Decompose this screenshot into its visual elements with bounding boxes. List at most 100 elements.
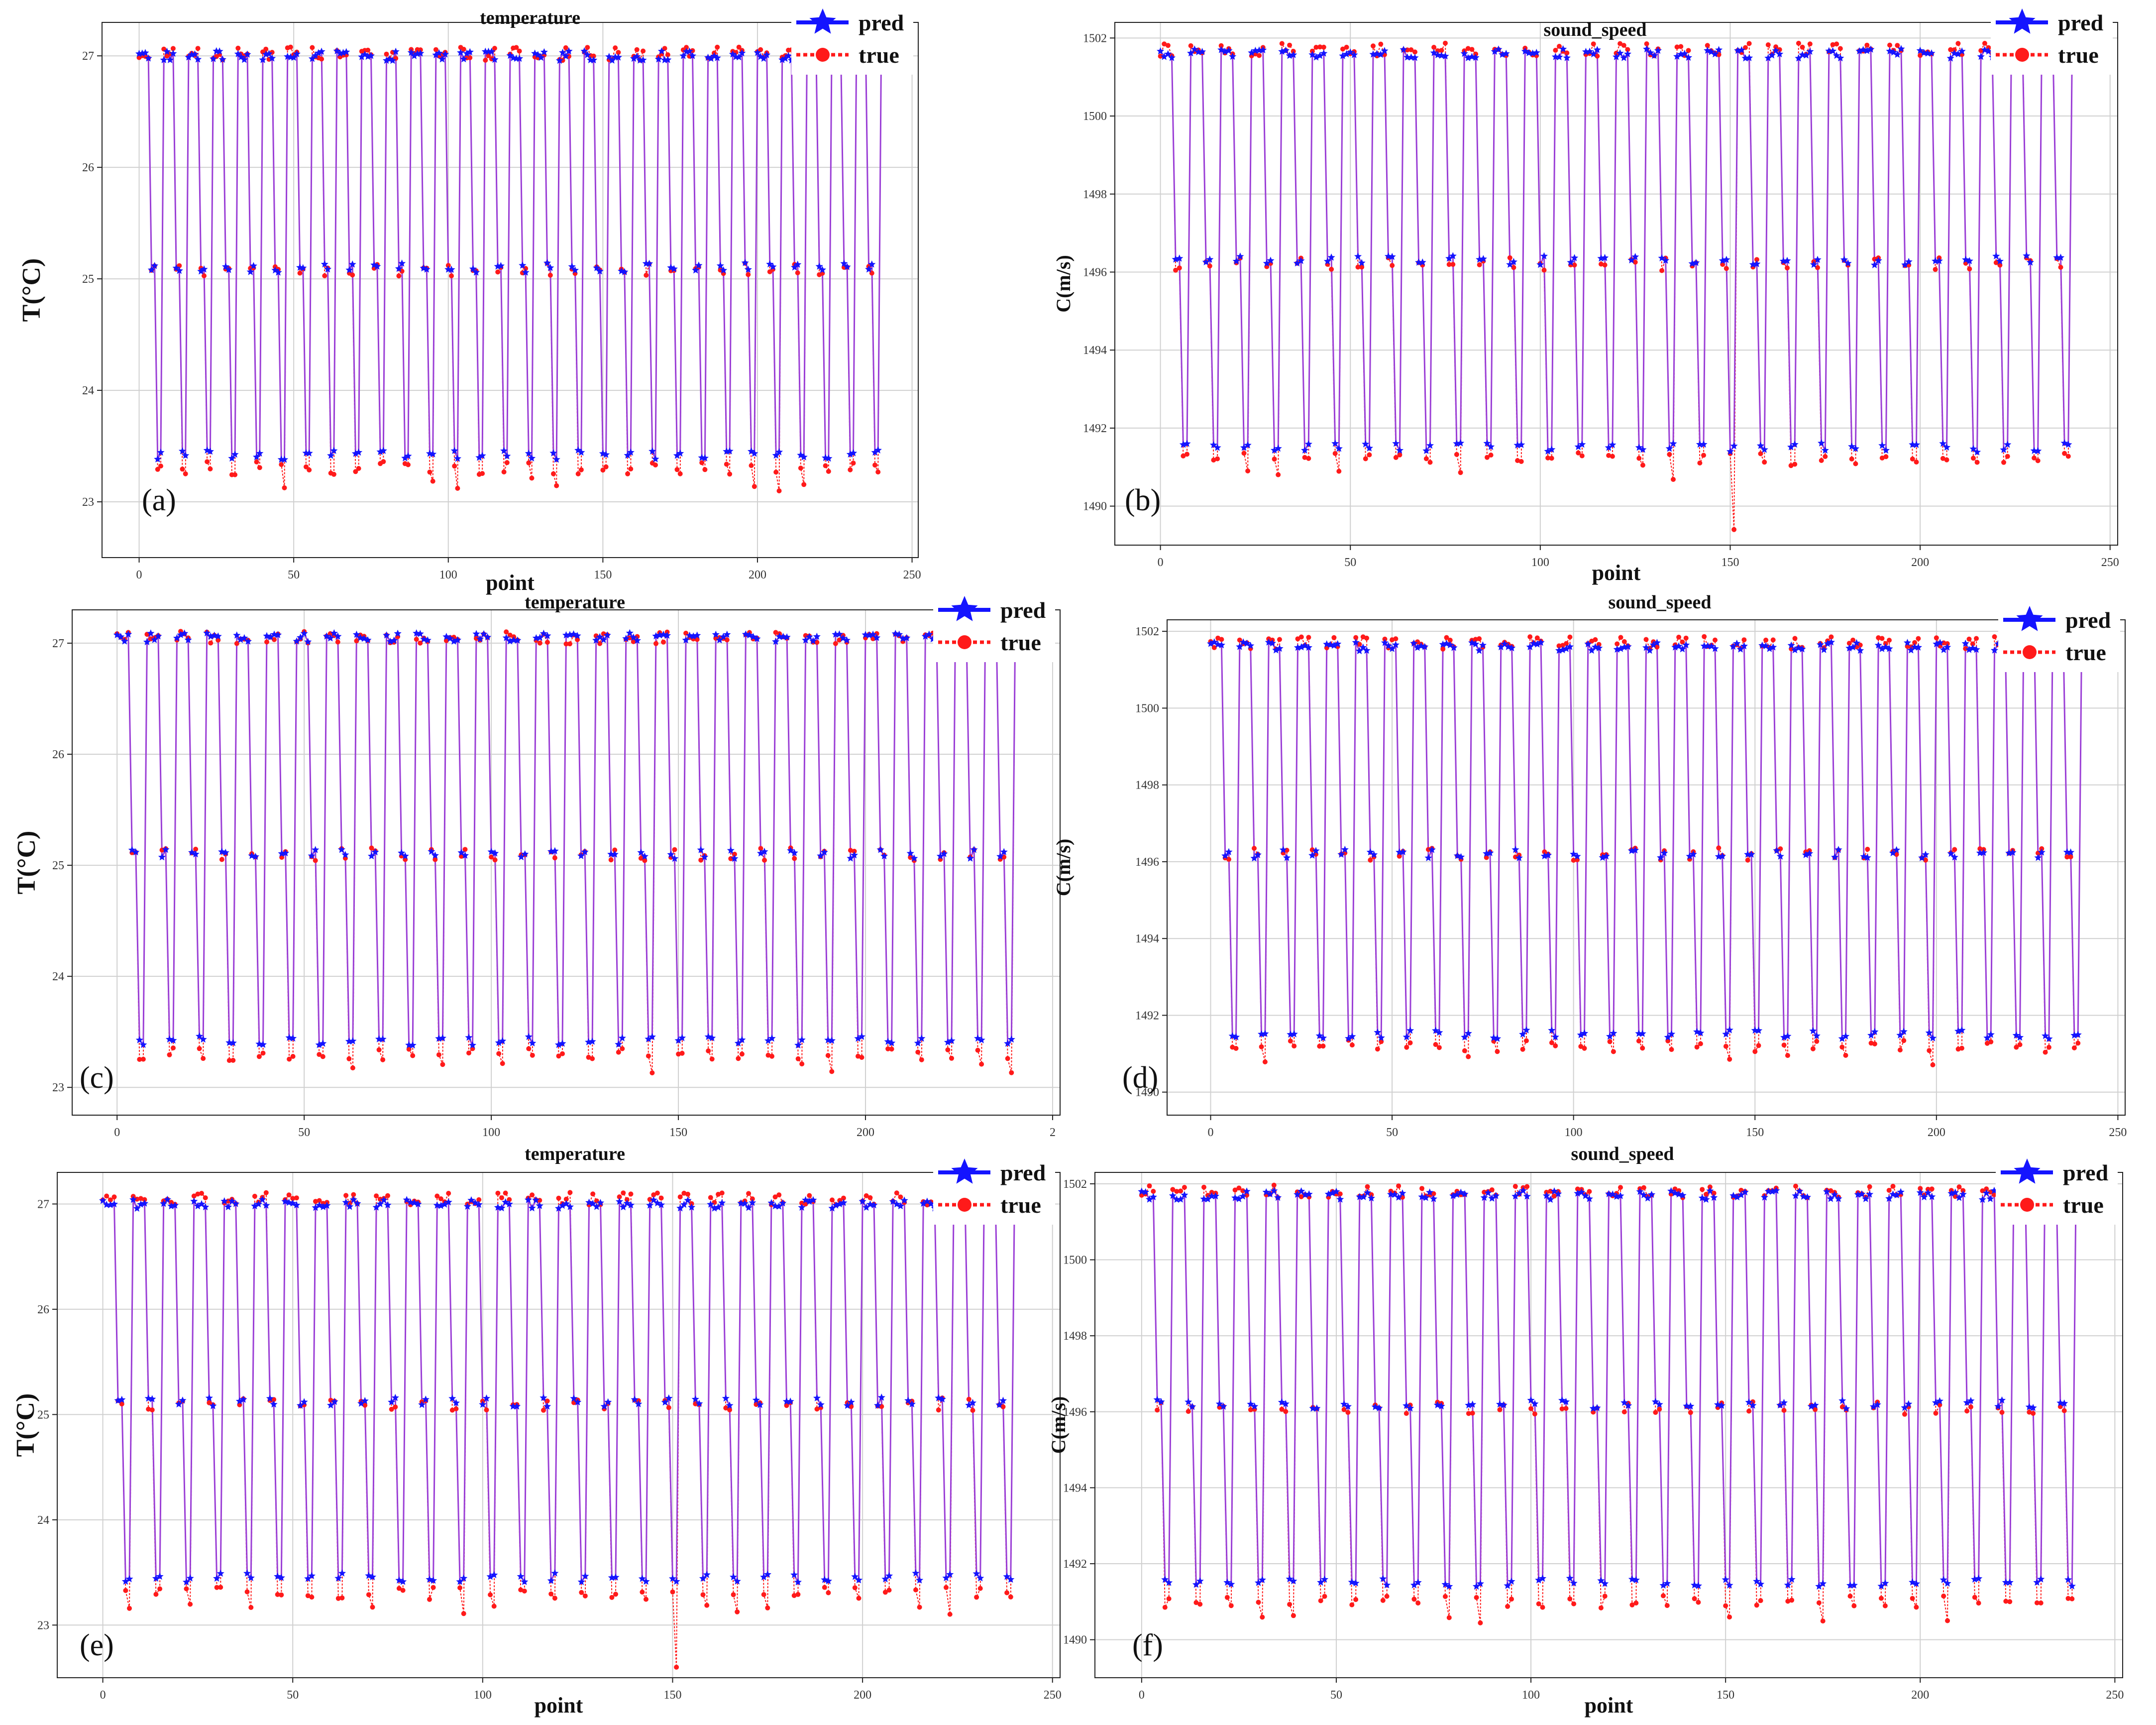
pred-point <box>453 455 461 462</box>
pred-point <box>1660 849 1668 857</box>
pred-point <box>2056 253 2065 261</box>
pred-point <box>772 638 780 645</box>
true-point <box>1849 457 1854 461</box>
pred-point <box>330 1397 338 1405</box>
pred-point <box>1435 1029 1443 1036</box>
pred-point <box>318 47 325 55</box>
pred-point <box>635 1400 643 1407</box>
pred-point <box>463 49 471 57</box>
pred-point <box>1820 646 1828 653</box>
pred-point <box>491 55 499 63</box>
pred-point <box>460 55 468 63</box>
pred-point <box>299 264 307 271</box>
y-tick-label: 23 <box>82 496 94 509</box>
true-point <box>1534 635 1540 641</box>
pred-point <box>904 1396 912 1404</box>
pred-point <box>1231 1194 1239 1201</box>
true-point <box>1419 1186 1424 1191</box>
pred-point <box>1515 854 1523 861</box>
true-point <box>1789 1598 1795 1603</box>
true-point <box>208 466 213 471</box>
pred-point <box>1410 1581 1418 1589</box>
true-point <box>208 640 214 646</box>
true-point <box>1400 1195 1405 1200</box>
pred-point <box>1402 1033 1410 1040</box>
pred-point <box>388 1398 396 1405</box>
pred-point <box>169 1036 177 1044</box>
pred-point <box>1407 53 1415 61</box>
true-point <box>1727 1056 1732 1062</box>
pred-point <box>1225 848 1233 855</box>
true-point <box>661 639 666 645</box>
true-point <box>488 1592 493 1598</box>
pred-point <box>499 1037 507 1044</box>
pred-point <box>1392 439 1400 447</box>
true-point <box>1705 43 1710 48</box>
pred-point <box>1653 639 1661 646</box>
pred-point <box>521 850 529 858</box>
pred-point <box>1522 1026 1530 1034</box>
pred-point <box>895 630 903 638</box>
pred-point <box>1935 257 1943 264</box>
true-point <box>1572 262 1577 268</box>
pred-point <box>1165 1579 1173 1586</box>
true-point <box>822 1585 827 1590</box>
pred-point <box>246 268 254 275</box>
chart-panel-d: 0 50 100 150 200 2501490149214941496149815001… <box>1052 592 2127 1139</box>
pred-point <box>225 1038 233 1046</box>
true-point <box>257 465 262 470</box>
true-point <box>718 267 723 273</box>
plot-title: sound_speed <box>1609 592 1712 613</box>
pred-point <box>741 1199 749 1207</box>
pred-point <box>835 630 843 638</box>
true-point <box>1462 1048 1467 1053</box>
true-point <box>1941 1594 1946 1599</box>
true-point <box>1894 852 1899 857</box>
pred-point <box>1208 1192 1216 1199</box>
pred-point <box>622 634 630 642</box>
true-point <box>180 466 185 472</box>
true-point <box>727 1407 732 1412</box>
pred-point <box>154 632 162 640</box>
pred-point <box>781 54 789 62</box>
pred-series-line <box>116 630 1023 1048</box>
pred-point <box>182 452 190 459</box>
pred-point <box>854 1035 862 1042</box>
true-point <box>254 459 259 464</box>
y-tick-label: 1498 <box>1063 1330 1087 1343</box>
pred-point <box>1749 1401 1757 1409</box>
pred-point <box>1365 444 1373 452</box>
true-point <box>384 51 389 57</box>
true-point <box>872 462 877 468</box>
pred-point <box>1225 46 1233 54</box>
pred-point <box>888 1039 896 1046</box>
y-axis-title: T(°C) <box>17 258 46 322</box>
pred-point <box>202 1203 210 1211</box>
pred-point <box>1829 47 1837 55</box>
pred-point <box>1780 1398 1788 1406</box>
true-point <box>1407 1040 1413 1045</box>
pred-point <box>678 1034 686 1041</box>
true-point <box>1984 1186 1989 1192</box>
true-point <box>1446 262 1452 267</box>
true-point <box>2068 854 2073 860</box>
pred-point <box>1792 1192 1800 1199</box>
pred-point <box>1736 645 1744 653</box>
pred-point <box>1657 853 1665 861</box>
true-point <box>2075 1040 2081 1046</box>
true-point <box>554 483 559 488</box>
pred-point <box>1610 1029 1617 1036</box>
legend-box <box>791 0 913 75</box>
true-point <box>731 1592 736 1598</box>
pred-point <box>1881 1579 1889 1587</box>
pred-point <box>1391 1190 1399 1198</box>
pred-point <box>1161 1576 1169 1583</box>
pred-point <box>342 1198 350 1206</box>
true-point <box>1968 1404 1973 1410</box>
pred-point <box>1497 643 1505 651</box>
pred-point <box>657 47 665 55</box>
true-point <box>1887 638 1892 643</box>
pred-point <box>577 448 585 456</box>
pred-point <box>290 53 298 61</box>
pred-point <box>1593 1404 1601 1411</box>
